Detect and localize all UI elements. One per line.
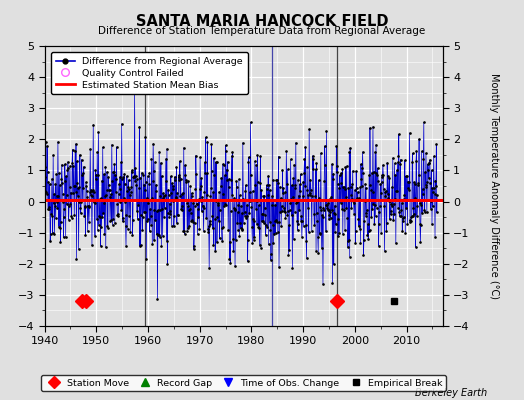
Legend: Difference from Regional Average, Quality Control Failed, Estimated Station Mean: Difference from Regional Average, Qualit… bbox=[51, 52, 248, 94]
Text: Difference of Station Temperature Data from Regional Average: Difference of Station Temperature Data f… bbox=[99, 26, 425, 36]
Legend: Station Move, Record Gap, Time of Obs. Change, Empirical Break: Station Move, Record Gap, Time of Obs. C… bbox=[41, 375, 446, 391]
Text: SANTA MARIA HANCOCK FIELD: SANTA MARIA HANCOCK FIELD bbox=[136, 14, 388, 29]
Y-axis label: Monthly Temperature Anomaly Difference (°C): Monthly Temperature Anomaly Difference (… bbox=[489, 73, 499, 299]
Text: Berkeley Earth: Berkeley Earth bbox=[415, 388, 487, 398]
